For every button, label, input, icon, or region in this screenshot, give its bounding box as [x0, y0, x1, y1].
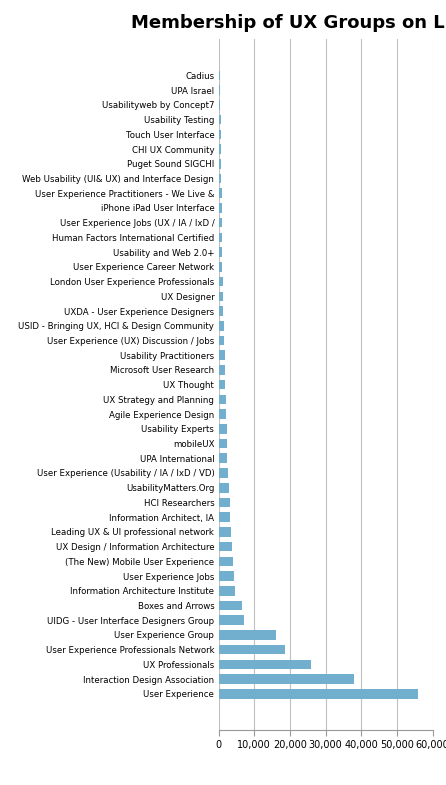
Bar	[219, 380, 226, 389]
Bar	[219, 542, 232, 551]
Bar	[219, 262, 223, 272]
Bar	[219, 71, 220, 80]
Bar	[219, 173, 221, 183]
Bar	[219, 203, 222, 213]
Bar	[219, 130, 221, 139]
Bar	[219, 321, 224, 330]
Bar	[219, 350, 225, 360]
Bar	[219, 557, 233, 566]
Bar	[219, 395, 226, 404]
Bar	[219, 306, 223, 316]
Bar	[219, 586, 235, 596]
Bar	[219, 454, 227, 463]
Bar	[219, 630, 276, 640]
Bar	[219, 601, 242, 610]
Bar	[219, 115, 221, 124]
Bar	[219, 86, 220, 95]
Bar	[219, 232, 222, 243]
Bar	[219, 571, 234, 581]
Bar	[219, 615, 244, 625]
Bar	[219, 498, 230, 507]
Bar	[219, 277, 223, 287]
Title: Membership of UX Groups on LinkedIn: Membership of UX Groups on LinkedIn	[132, 14, 446, 32]
Bar	[219, 689, 418, 699]
Bar	[219, 144, 221, 154]
Bar	[219, 424, 227, 433]
Bar	[219, 218, 222, 228]
Bar	[219, 365, 225, 374]
Bar	[219, 100, 220, 110]
Bar	[219, 483, 228, 492]
Bar	[219, 513, 231, 522]
Bar	[219, 409, 226, 419]
Bar	[219, 439, 227, 448]
Bar	[219, 291, 223, 301]
Bar	[219, 645, 285, 655]
Bar	[219, 527, 231, 537]
Bar	[219, 188, 222, 198]
Bar	[219, 336, 224, 345]
Bar	[219, 659, 311, 669]
Bar	[219, 247, 222, 257]
Bar	[219, 674, 354, 684]
Bar	[219, 159, 221, 169]
Bar	[219, 468, 228, 478]
